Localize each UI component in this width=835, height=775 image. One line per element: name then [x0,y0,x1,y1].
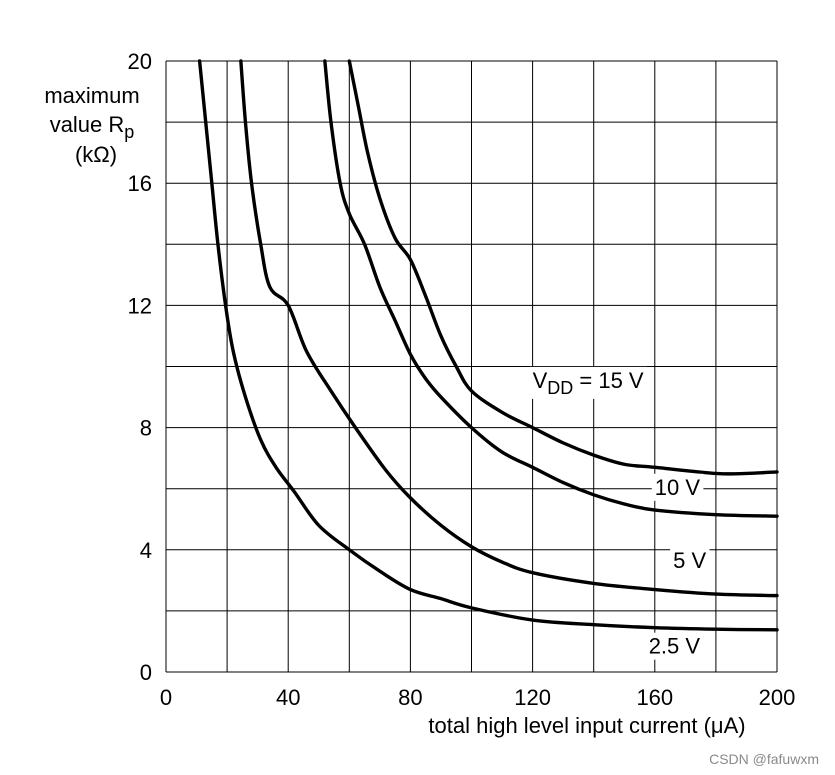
y-tick-label: 12 [128,293,152,318]
x-tick-label: 160 [636,685,673,710]
curve-label-background [651,473,704,501]
curve-label-text: 2.5 V [649,634,701,659]
curve-label-text: VDD = 15 V [533,368,644,398]
y-tick-label: 20 [128,49,152,74]
series-line-2-5-V [197,59,779,632]
y-tick-label: 8 [140,416,152,441]
x-tick-label: 40 [276,685,300,710]
y-tick-labels: 0 4 8 12 16 20 [128,49,152,685]
watermark: CSDN @fafuwxm [709,751,819,767]
x-tick-label: 120 [514,685,551,710]
curve-label: 2.5 V [645,632,704,660]
x-axis-label: total high level input current (μA) [428,713,745,738]
y-tick-label: 0 [140,660,152,685]
series-line-5-V [239,59,779,598]
y-axis-label-line2: value Rp [50,112,135,142]
x-tick-labels: 0 40 80 120 160 200 [160,685,795,710]
curve-label: 10 V [651,473,704,501]
x-tick-label: 200 [759,685,796,710]
curve-label-text: 10 V [655,475,701,500]
y-tick-label: 4 [140,538,152,563]
x-tick-label: 80 [398,685,422,710]
curve-label-background [670,547,710,575]
curve-label: 5 V [670,547,710,575]
y-tick-label: 16 [128,171,152,196]
x-tick-label: 0 [160,685,172,710]
series-line-10-V [323,59,779,518]
curve-label: VDD = 15 V [529,366,647,399]
curves [197,59,779,632]
curve-label-text: 5 V [673,548,706,573]
series-line-15-V [347,59,779,476]
curve-label-background [529,366,647,399]
y-axis-label-line1: maximum [44,83,139,108]
curve-labels: VDD = 15 V 10 V 5 V 2.5 V [529,366,710,660]
grid [165,60,778,673]
curve-label-background [645,632,704,660]
y-axis-label-line3: (kΩ) [75,142,117,167]
